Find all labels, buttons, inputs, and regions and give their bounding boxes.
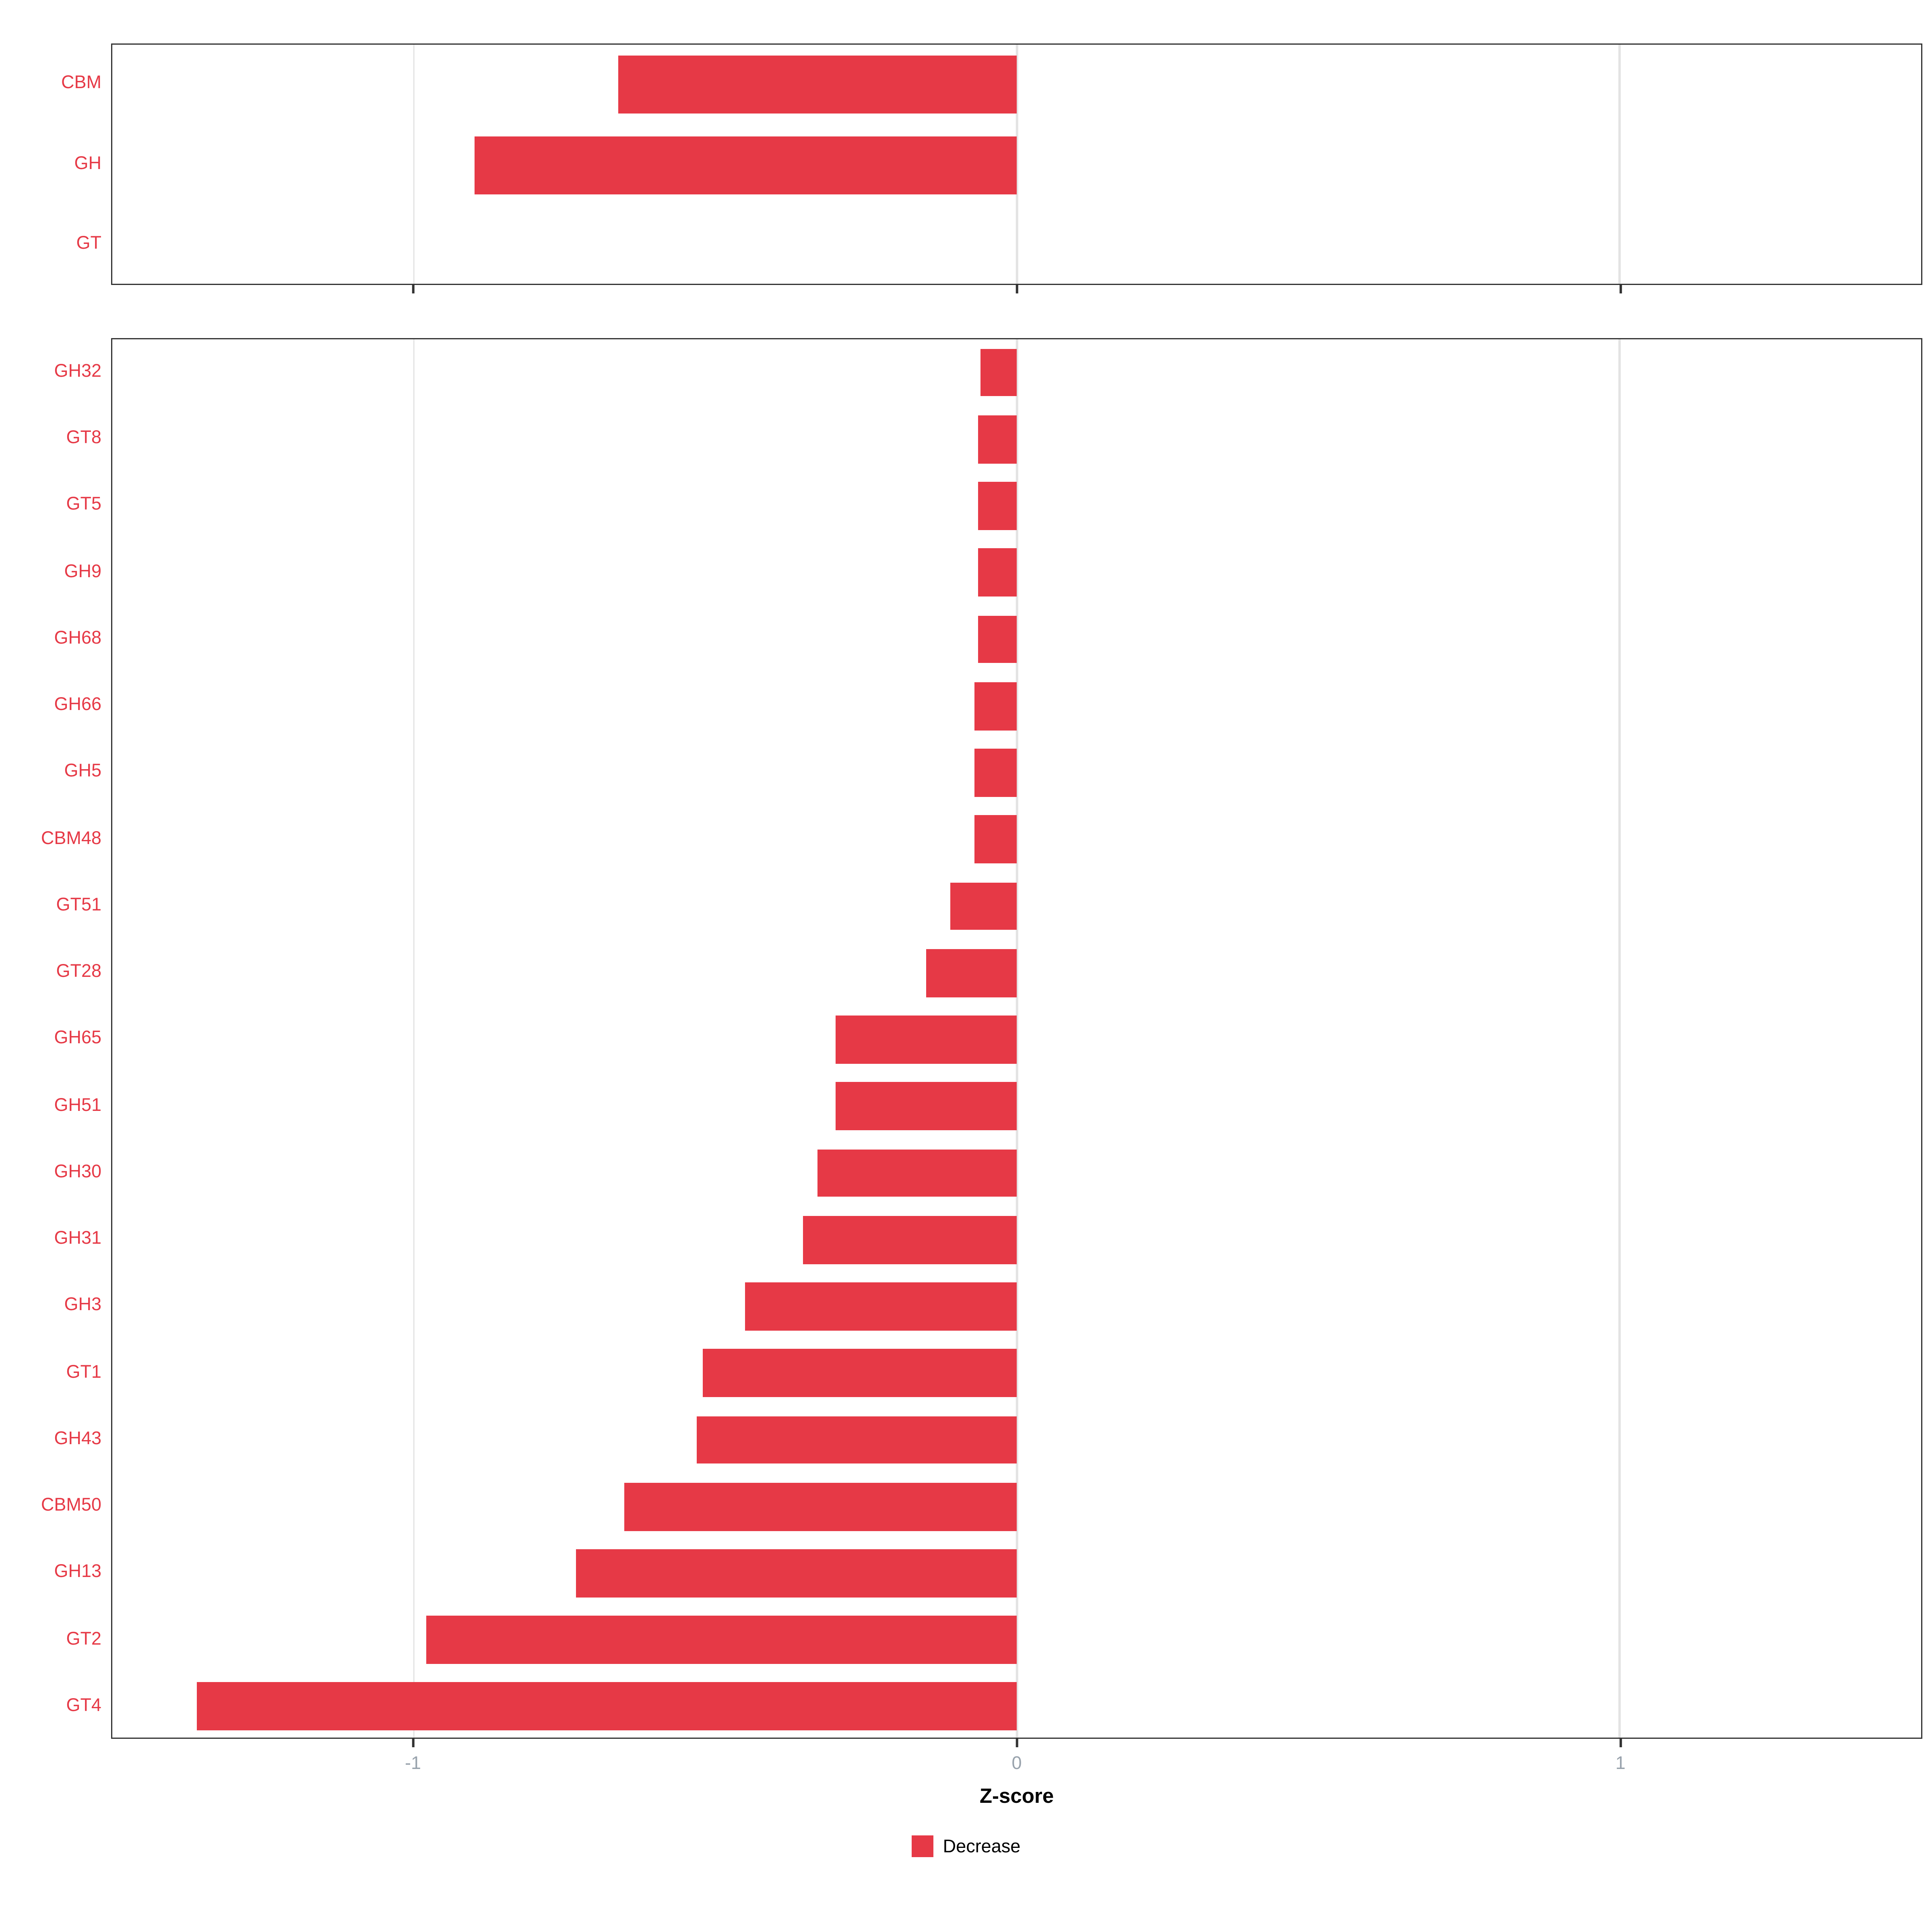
y-axis-label-GH65: GH65 xyxy=(54,1028,101,1049)
bar-GT51 xyxy=(950,882,1017,931)
y-axis-label-GT4: GT4 xyxy=(66,1695,101,1716)
y-axis-label-GH5: GH5 xyxy=(64,761,101,782)
y-axis-label-GT: GT xyxy=(76,233,101,254)
bar-GH9 xyxy=(977,549,1017,597)
gridline-x-0 xyxy=(1016,339,1018,1738)
y-axis-labels-top: CBM GH GT xyxy=(0,43,101,285)
x-axis-tick xyxy=(1619,285,1622,293)
y-axis-label-GT1: GT1 xyxy=(66,1361,101,1382)
y-axis-labels-bottom: GH32 GT8 GT5 GH9 GH68 GH66 GH5 CBM48 GT51 GT28 GH6… xyxy=(0,338,101,1739)
x-tick-label-1: 1 xyxy=(1615,1753,1626,1774)
gridline-x-1 xyxy=(1618,339,1621,1738)
bar-GH32 xyxy=(980,349,1017,397)
y-axis-label-GT2: GT2 xyxy=(66,1628,101,1649)
bar-GH xyxy=(474,136,1017,194)
y-axis-label-GH3: GH3 xyxy=(64,1294,101,1315)
y-axis-label-GH66: GH66 xyxy=(54,694,101,715)
bar-GH43 xyxy=(697,1416,1017,1464)
y-axis-label-GT51: GT51 xyxy=(56,894,101,915)
bar-GH5 xyxy=(974,749,1017,797)
x-axis-title: Z-score xyxy=(979,1785,1054,1808)
legend-label: Decrease xyxy=(943,1836,1021,1857)
bar-CBM50 xyxy=(625,1482,1017,1531)
y-axis-label-GH9: GH9 xyxy=(64,561,101,582)
y-axis-label-GH32: GH32 xyxy=(54,361,101,382)
x-axis-tick xyxy=(412,1739,414,1747)
bar-GH51 xyxy=(836,1082,1017,1131)
y-axis-label-GH13: GH13 xyxy=(54,1561,101,1582)
bar-GT5 xyxy=(977,482,1017,530)
gridline-x-1 xyxy=(1618,45,1621,284)
gridline-x-0 xyxy=(1016,45,1018,284)
bar-CBM xyxy=(619,56,1017,114)
y-axis-label-GH43: GH43 xyxy=(54,1428,101,1449)
facet-panel-top xyxy=(111,43,1922,285)
y-axis-label-GH68: GH68 xyxy=(54,627,101,648)
x-tick-label-0: 0 xyxy=(1011,1753,1022,1774)
y-axis-label-CBM50: CBM50 xyxy=(41,1495,101,1516)
bar-CBM48 xyxy=(974,815,1017,864)
y-axis-label-GT8: GT8 xyxy=(66,427,101,448)
bar-GT1 xyxy=(703,1349,1017,1397)
x-axis-tick xyxy=(412,285,414,293)
y-axis-label-GT5: GT5 xyxy=(66,494,101,515)
bar-GT4 xyxy=(196,1682,1017,1731)
x-axis-tick xyxy=(1016,285,1018,293)
bar-GT28 xyxy=(926,949,1017,997)
bar-GH30 xyxy=(817,1149,1017,1197)
y-axis-label-CBM: CBM xyxy=(61,72,101,93)
bar-GH3 xyxy=(745,1282,1017,1331)
bar-GH66 xyxy=(974,682,1017,731)
bar-GT8 xyxy=(977,415,1017,464)
bar-GH68 xyxy=(977,615,1017,664)
x-axis-tick xyxy=(1016,1739,1018,1747)
bar-GT2 xyxy=(425,1616,1017,1664)
x-axis-tick xyxy=(1619,1739,1622,1747)
gridline-x--1 xyxy=(413,45,415,284)
y-axis-label-GH: GH xyxy=(74,153,102,173)
y-axis-label-GH31: GH31 xyxy=(54,1228,101,1249)
y-axis-label-GH51: GH51 xyxy=(54,1094,101,1115)
bar-GH31 xyxy=(803,1216,1017,1264)
x-axis-tick-labels: -1 0 1 xyxy=(0,1753,1932,1780)
y-axis-label-GT28: GT28 xyxy=(56,961,101,982)
facet-panel-bottom xyxy=(111,338,1922,1739)
legend-swatch-decrease xyxy=(911,1835,933,1857)
bar-GH65 xyxy=(836,1016,1017,1064)
legend: Decrease xyxy=(0,1835,1932,1857)
x-tick-label--1: -1 xyxy=(405,1753,421,1774)
y-axis-label-GH30: GH30 xyxy=(54,1161,101,1182)
gridline-x--1 xyxy=(413,339,415,1738)
bar-GH13 xyxy=(576,1549,1017,1598)
y-axis-label-CBM48: CBM48 xyxy=(41,828,101,848)
